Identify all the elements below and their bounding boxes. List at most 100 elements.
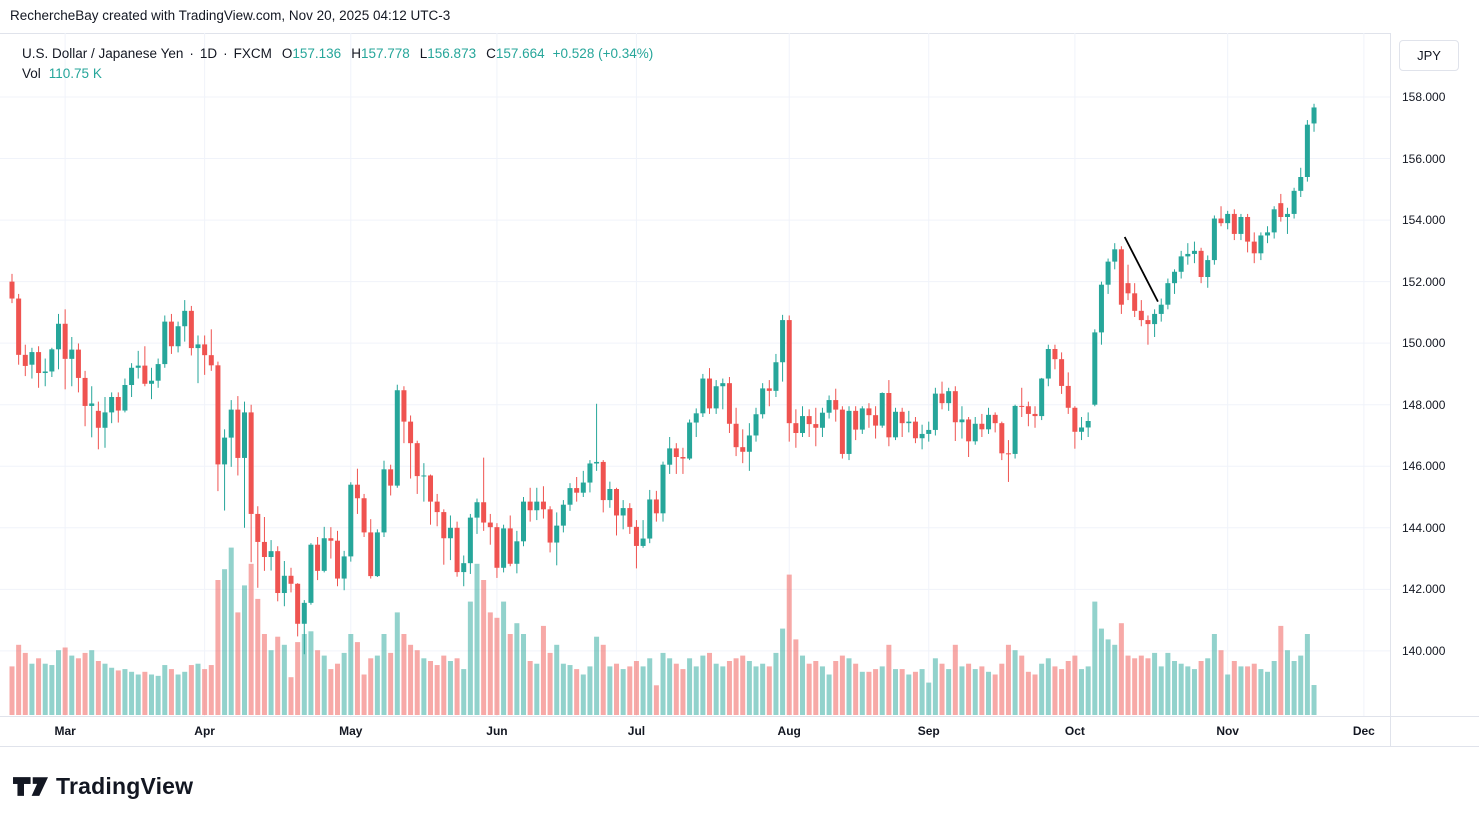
candle-body [647,499,653,539]
candle-body [461,563,467,573]
volume-bar [620,669,626,715]
trendline-drawing[interactable] [1123,236,1159,303]
volume-bar [1032,674,1038,715]
legend-row-main[interactable]: U.S. Dollar / Japanese Yen · 1D · FXCM O157.1… [22,44,653,64]
volume-bar [992,674,998,715]
high-value: 157.778 [360,46,410,61]
volume-bar [168,669,174,715]
volume-bar [388,652,394,715]
candle-body [1045,349,1051,379]
volume-bar [268,650,274,715]
volume-bar [394,612,400,715]
candle-body [1052,349,1058,360]
candle-body [733,423,739,448]
candle-body [341,556,347,579]
exchange-label[interactable]: FXCM [233,46,272,61]
candle-body [1059,359,1065,386]
volume-bar [1271,661,1277,715]
volume-bar [1185,666,1191,715]
candle-body [720,383,726,387]
candle-body [56,323,62,350]
volume-bar [979,666,985,715]
volume-bar [1065,661,1071,715]
volume-bar [873,669,879,715]
volume-bar [109,667,115,715]
time-axis-label: Apr [194,724,215,738]
close-value: 157.664 [495,46,545,61]
volume-bar [766,666,772,715]
candle-body [713,386,719,409]
volume-bar [142,671,148,715]
volume-bar [753,666,759,715]
volume-value: 110.75 K [48,66,102,81]
volume-bar [461,669,467,715]
symbol-title[interactable]: U.S. Dollar / Japanese Yen [22,46,184,61]
candle-body [109,397,115,413]
candle-body [129,367,135,386]
volume-bar [899,669,905,715]
candle-body [228,409,234,438]
volume-bar [527,661,533,715]
candle-body [939,393,945,404]
time-axis[interactable]: Mar Apr May Jun Jul Aug Sep Oct Nov Dec [0,716,1390,746]
candle-body [102,412,108,428]
volume-bar [966,663,972,715]
volume-bar [135,674,141,715]
candles [9,103,1317,655]
volume-bar [1291,661,1297,715]
candle-body [75,349,81,378]
candle-body [1265,232,1271,236]
volume-bar [348,634,354,715]
volume-bar [1112,644,1118,715]
volume-bar [1238,666,1244,715]
tradingview-logo[interactable]: TradingView [12,769,193,803]
price-axis-label: 140.000 [1402,643,1446,658]
volume-bar [1012,650,1018,715]
candle-body [766,388,772,391]
candle-body [534,501,540,511]
candle-body [574,488,580,493]
candle-body [527,501,533,511]
candle-body [1172,271,1178,284]
change-value: +0.528 (+0.34%) [552,46,654,61]
volume-bar [1225,674,1231,715]
price-axis[interactable]: JPY 158.000 156.000 154.000 152.000 150.000 1… [1390,33,1479,746]
candle-body [1152,313,1158,325]
volume-bar [1019,655,1025,715]
candle-body [255,513,261,542]
candle-body [235,409,241,458]
candle-body [288,575,294,584]
candle-body [1125,283,1131,294]
volume-bar [1251,663,1257,715]
candle-body [687,422,693,459]
legend-separator: · [189,46,194,61]
candle-body [481,502,487,523]
currency-button[interactable]: JPY [1399,40,1459,71]
legend-row-volume[interactable]: Vol 110.75 K [22,64,653,84]
volume-bar [401,634,407,715]
candle-body [434,501,440,513]
volume-bar [228,547,234,715]
volume-bar [1132,658,1138,715]
volume-bar [1258,669,1264,715]
candle-body [301,602,307,624]
volume-bar [1152,652,1158,715]
candle-body [69,349,75,359]
candle-body [1291,190,1297,214]
volume-bar [514,623,520,715]
volume-bar [687,658,693,715]
candle-body [600,461,606,501]
volume-bar [521,634,527,715]
volume-bar [946,669,952,715]
interval-label[interactable]: 1D [199,46,218,61]
volume-bar [36,658,42,715]
candle-body [1012,405,1018,454]
candle-body [800,416,806,434]
candle-body [846,410,852,454]
volume-bar [780,628,786,715]
volume-bar [248,563,254,715]
volume-bar [700,655,706,715]
volume-bar [242,585,248,715]
volume-bar [886,644,892,715]
